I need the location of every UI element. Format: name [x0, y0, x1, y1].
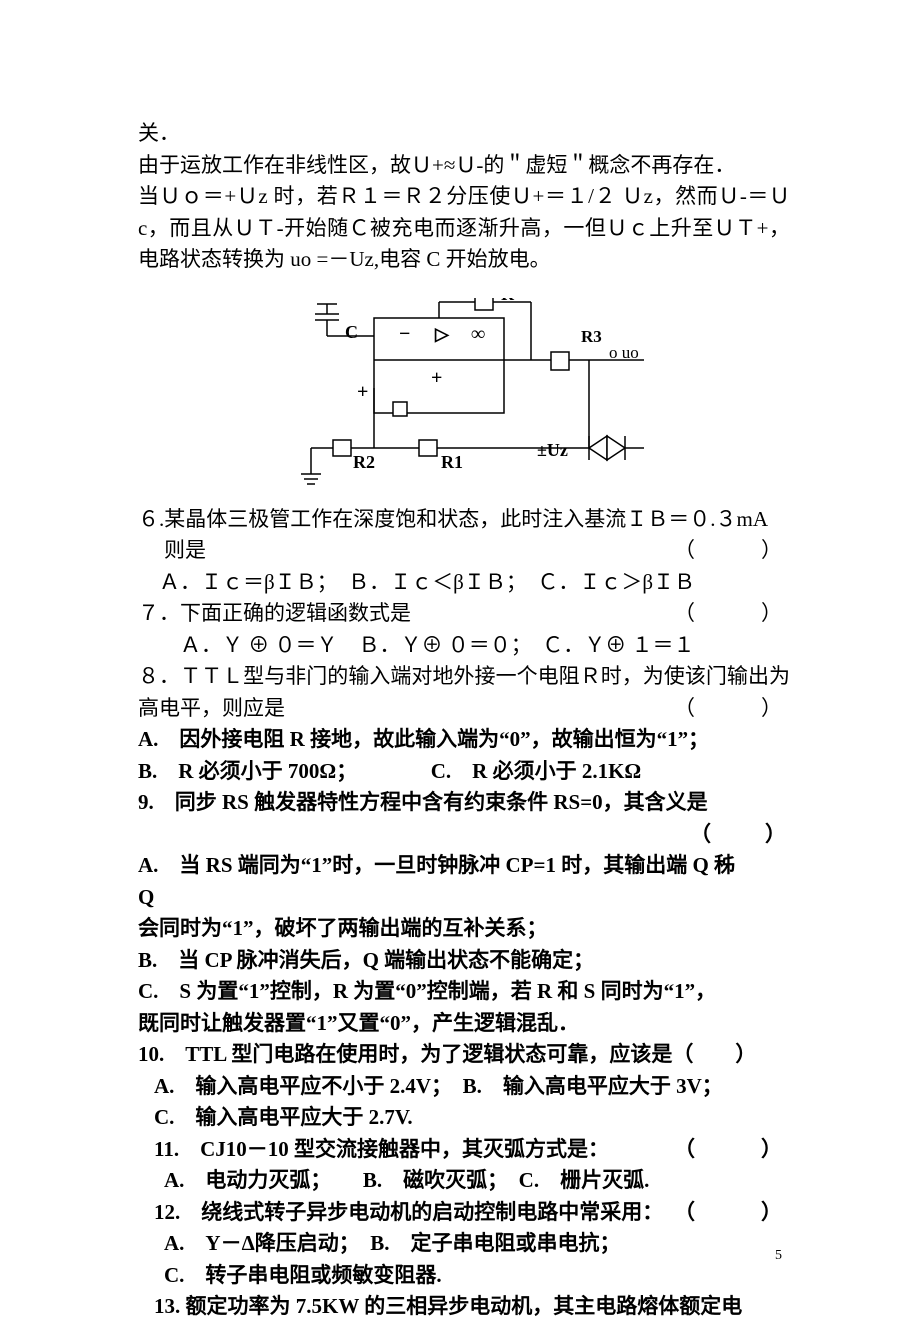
intro-line-3: 当Ｕｏ＝+Ｕz 时，若Ｒ１＝Ｒ２分压使Ｕ+＝１/２ Ｕz，然而Ｕ-＝Ｕc，而且从… — [138, 181, 790, 276]
q11-opts: A. 电动力灭弧； B. 磁吹灭弧； C. 栅片灭弧. — [138, 1165, 790, 1197]
q11-paren: （ ） — [674, 1134, 790, 1166]
q7-stem: ７．下面正确的逻辑函数式是 （ ） — [138, 598, 790, 630]
q12-ab: A. Y－Δ降压启动； B. 定子串电阻或串电抗； — [138, 1228, 790, 1260]
label-uz: ±Uz — [537, 440, 568, 460]
q9-c1: C. S 为置“1”控制，R 为置“0”控制端，若 R 和 S 同时为“1”， — [138, 976, 790, 1008]
label-inf: ∞ — [471, 323, 485, 345]
q8-paren: （ ） — [674, 693, 790, 725]
q9-stem: 9. 同步 RS 触发器特性方程中含有约束条件 RS=0，其含义是 （ ） — [138, 787, 790, 819]
q6-stem-a: ６.某晶体三极管工作在深度饱和状态，此时注入基流ＩＢ＝０.３mA — [138, 504, 790, 536]
label-r1: R1 — [441, 452, 463, 472]
circuit-diagram: C R − ▷ ∞ + + R3 o uo R2 R1 ±Uz — [138, 298, 790, 498]
page-number: 5 — [775, 1248, 782, 1264]
label-uo: o uo — [609, 343, 639, 362]
q11-stem-text: 11. CJ10－10 型交流接触器中，其灭弧方式是： — [154, 1137, 609, 1161]
q12-stem: 12. 绕线式转子异步电动机的启动控制电路中常采用： （ ） — [138, 1197, 790, 1229]
q7-opts: Ａ．Ｙ ⊕ ０＝Ｙ Ｂ．Ｙ⊕ ０＝０； Ｃ．Ｙ⊕ １＝１ — [138, 630, 790, 662]
q9-c2: 既同时让触发器置“1”又置“0”，产生逻辑混乱． — [138, 1008, 790, 1040]
label-r3: R3 — [581, 327, 602, 346]
q10-c: C. 输入高电平应大于 2.7V. — [138, 1102, 790, 1134]
label-minus: − — [399, 323, 410, 345]
q6-stem-b: 则是 （ ） — [138, 535, 790, 567]
q9-a1: A. 当 RS 端同为“1”时，一旦时钟脉冲 CP=1 时，其输出端 Q 秭 — [138, 850, 790, 882]
label-c: C — [345, 322, 358, 342]
label-tri: ▷ — [434, 324, 450, 344]
q6-stem-b-text: 则是 — [164, 538, 206, 562]
q8-stem: ８．ＴＴＬ型与非门的输入端对地外接一个电阻Ｒ时，为使该门输出为高电平，则应是 （… — [138, 661, 790, 724]
label-r: R — [501, 298, 515, 304]
q10-stem: 10. TTL 型门电路在使用时，为了逻辑状态可靠，应该是（ ） — [138, 1039, 790, 1071]
q9-b: B. 当 CP 脉冲消失后，Q 端输出状态不能确定； — [138, 945, 790, 977]
q9-a3: 会同时为“1”，破坏了两输出端的互补关系； — [138, 913, 790, 945]
q8-a: A. 因外接电阻 R 接地，故此输入端为“0”，故输出恒为“1”； — [138, 724, 790, 756]
intro-line-1: 关． — [138, 118, 790, 150]
q9-a2: Q — [138, 882, 790, 914]
q8-bc: B. R 必须小于 700Ω； C. R 必须小于 2.1KΩ — [138, 756, 790, 788]
q13-stem: 13. 额定功率为 7.5KW 的三相异步电动机，其主电路熔体额定电 — [138, 1291, 790, 1323]
label-plus-out: + — [357, 381, 368, 403]
q9-stem-text: 9. 同步 RS 触发器特性方程中含有约束条件 RS=0，其含义是 — [138, 790, 708, 814]
q12-paren: （ ） — [674, 1197, 790, 1229]
intro-line-2: 由于运放工作在非线性区，故Ｕ+≈Ｕ-的＂虚短＂概念不再存在． — [138, 150, 790, 182]
q11-stem: 11. CJ10－10 型交流接触器中，其灭弧方式是： （ ） — [138, 1134, 790, 1166]
q12-c: C. 转子串电阻或频敏变阻器. — [138, 1260, 790, 1292]
q12-stem-text: 12. 绕线式转子异步电动机的启动控制电路中常采用： — [154, 1200, 663, 1224]
q9-paren: （ ） — [690, 819, 790, 851]
q7-stem-text: ７．下面正确的逻辑函数式是 — [138, 601, 411, 625]
circuit-svg: C R − ▷ ∞ + + R3 o uo R2 R1 ±Uz — [249, 298, 679, 498]
label-plus-in: + — [431, 367, 442, 389]
q7-paren: （ ） — [674, 598, 790, 630]
label-r2: R2 — [353, 452, 375, 472]
q6-paren: （ ） — [674, 535, 790, 567]
q6-opts: Ａ．Ｉｃ＝βＩＢ； Ｂ．Ｉｃ＜βＩＢ； Ｃ．Ｉｃ＞βＩＢ — [138, 567, 790, 599]
q10-ab: A. 输入高电平应不小于 2.4V； B. 输入高电平应大于 3V； — [138, 1071, 790, 1103]
